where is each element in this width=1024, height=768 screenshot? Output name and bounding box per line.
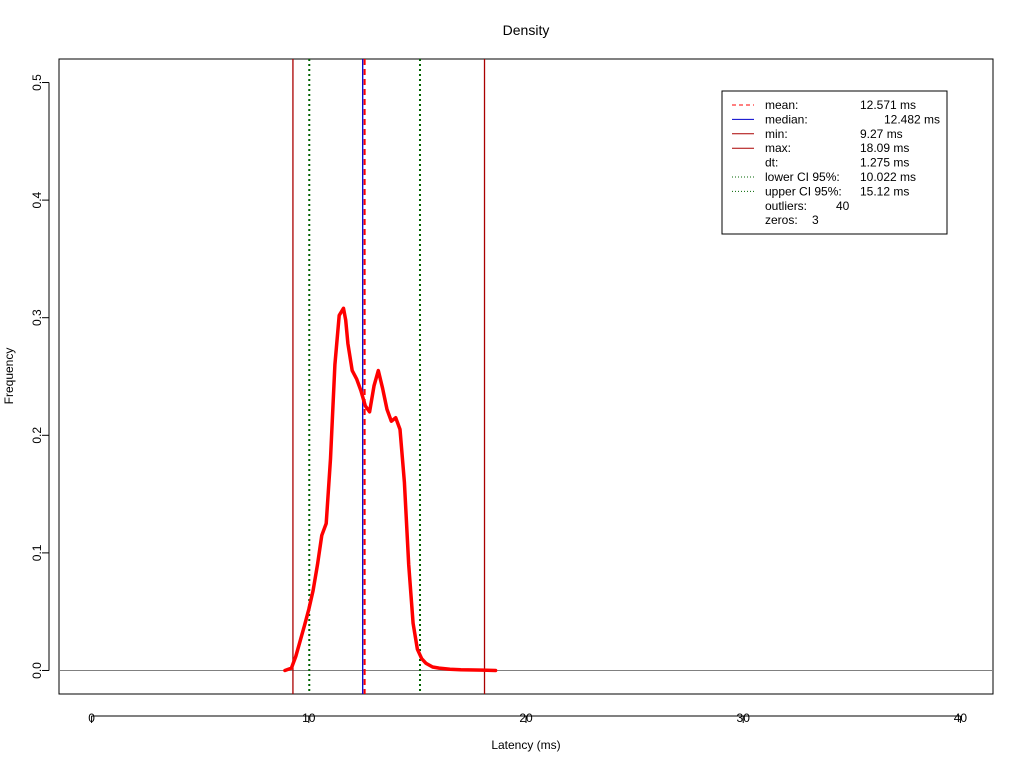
- legend-item: max: 18.09 ms: [732, 141, 909, 155]
- legend-value: 12.482 ms: [884, 112, 940, 126]
- legend-label: median:: [765, 112, 808, 126]
- legend-value: 9.27 ms: [860, 127, 903, 141]
- legend-item: outliers: 40: [765, 199, 850, 213]
- y-tick-label: 0.2: [30, 427, 44, 444]
- legend-value: 15.12 ms: [860, 184, 909, 198]
- x-tick-label: 20: [519, 711, 533, 725]
- legend-label: min:: [765, 127, 788, 141]
- legend-label: upper CI 95%:: [765, 184, 842, 198]
- legend-label: zeros:: [765, 213, 798, 227]
- legend-label: mean:: [765, 98, 798, 112]
- y-tick-label: 0.1: [30, 544, 44, 561]
- x-tick-label: 40: [954, 711, 968, 725]
- legend-label: dt:: [765, 156, 778, 170]
- plot-frame: [58, 58, 994, 695]
- legend-label: lower CI 95%:: [765, 170, 840, 184]
- x-tick-label: 0: [88, 711, 95, 725]
- legend-item: upper CI 95%: 15.12 ms: [732, 184, 909, 198]
- x-axis-label: Latency (ms): [491, 738, 560, 752]
- legend-item: lower CI 95%: 10.022 ms: [732, 170, 916, 184]
- legend-item: min: 9.27 ms: [732, 127, 903, 141]
- x-tick-label: 30: [737, 711, 751, 725]
- legend-item: mean: 12.571 ms: [732, 98, 916, 112]
- legend-value: 1.275 ms: [860, 156, 909, 170]
- legend-item: median: 12.482 ms: [732, 112, 940, 126]
- series-layer: [283, 306, 498, 673]
- legend-item: zeros: 3: [765, 213, 819, 227]
- legend-value: 40: [836, 199, 850, 213]
- y-axis-label: Frequency: [2, 348, 16, 405]
- x-tick-label: 10: [302, 711, 316, 725]
- chart-title: Density: [503, 22, 550, 38]
- y-axis: 0.0 0.1 0.2 0.3 0.4 0.5: [30, 74, 50, 679]
- y-tick-label: 0.5: [30, 74, 44, 91]
- reference-lines: [59, 59, 993, 694]
- y-tick-label: 0.3: [30, 309, 44, 326]
- density-line: [283, 306, 498, 673]
- y-tick-label: 0.4: [30, 191, 44, 208]
- legend-value: 12.571 ms: [860, 98, 916, 112]
- legend-label: max:: [765, 141, 791, 155]
- legend-value: 10.022 ms: [860, 170, 916, 184]
- legend: mean: 12.571 ms median: 12.482 ms min: 9.27 m…: [721, 90, 948, 235]
- legend-value: 18.09 ms: [860, 141, 909, 155]
- legend-box: [721, 90, 948, 235]
- legend-value: 3: [812, 213, 819, 227]
- y-tick-label: 0.0: [30, 662, 44, 679]
- x-axis: 0 10 20 30 40: [88, 711, 967, 725]
- legend-label: outliers:: [765, 199, 807, 213]
- legend-item: dt: 1.275 ms: [765, 156, 909, 170]
